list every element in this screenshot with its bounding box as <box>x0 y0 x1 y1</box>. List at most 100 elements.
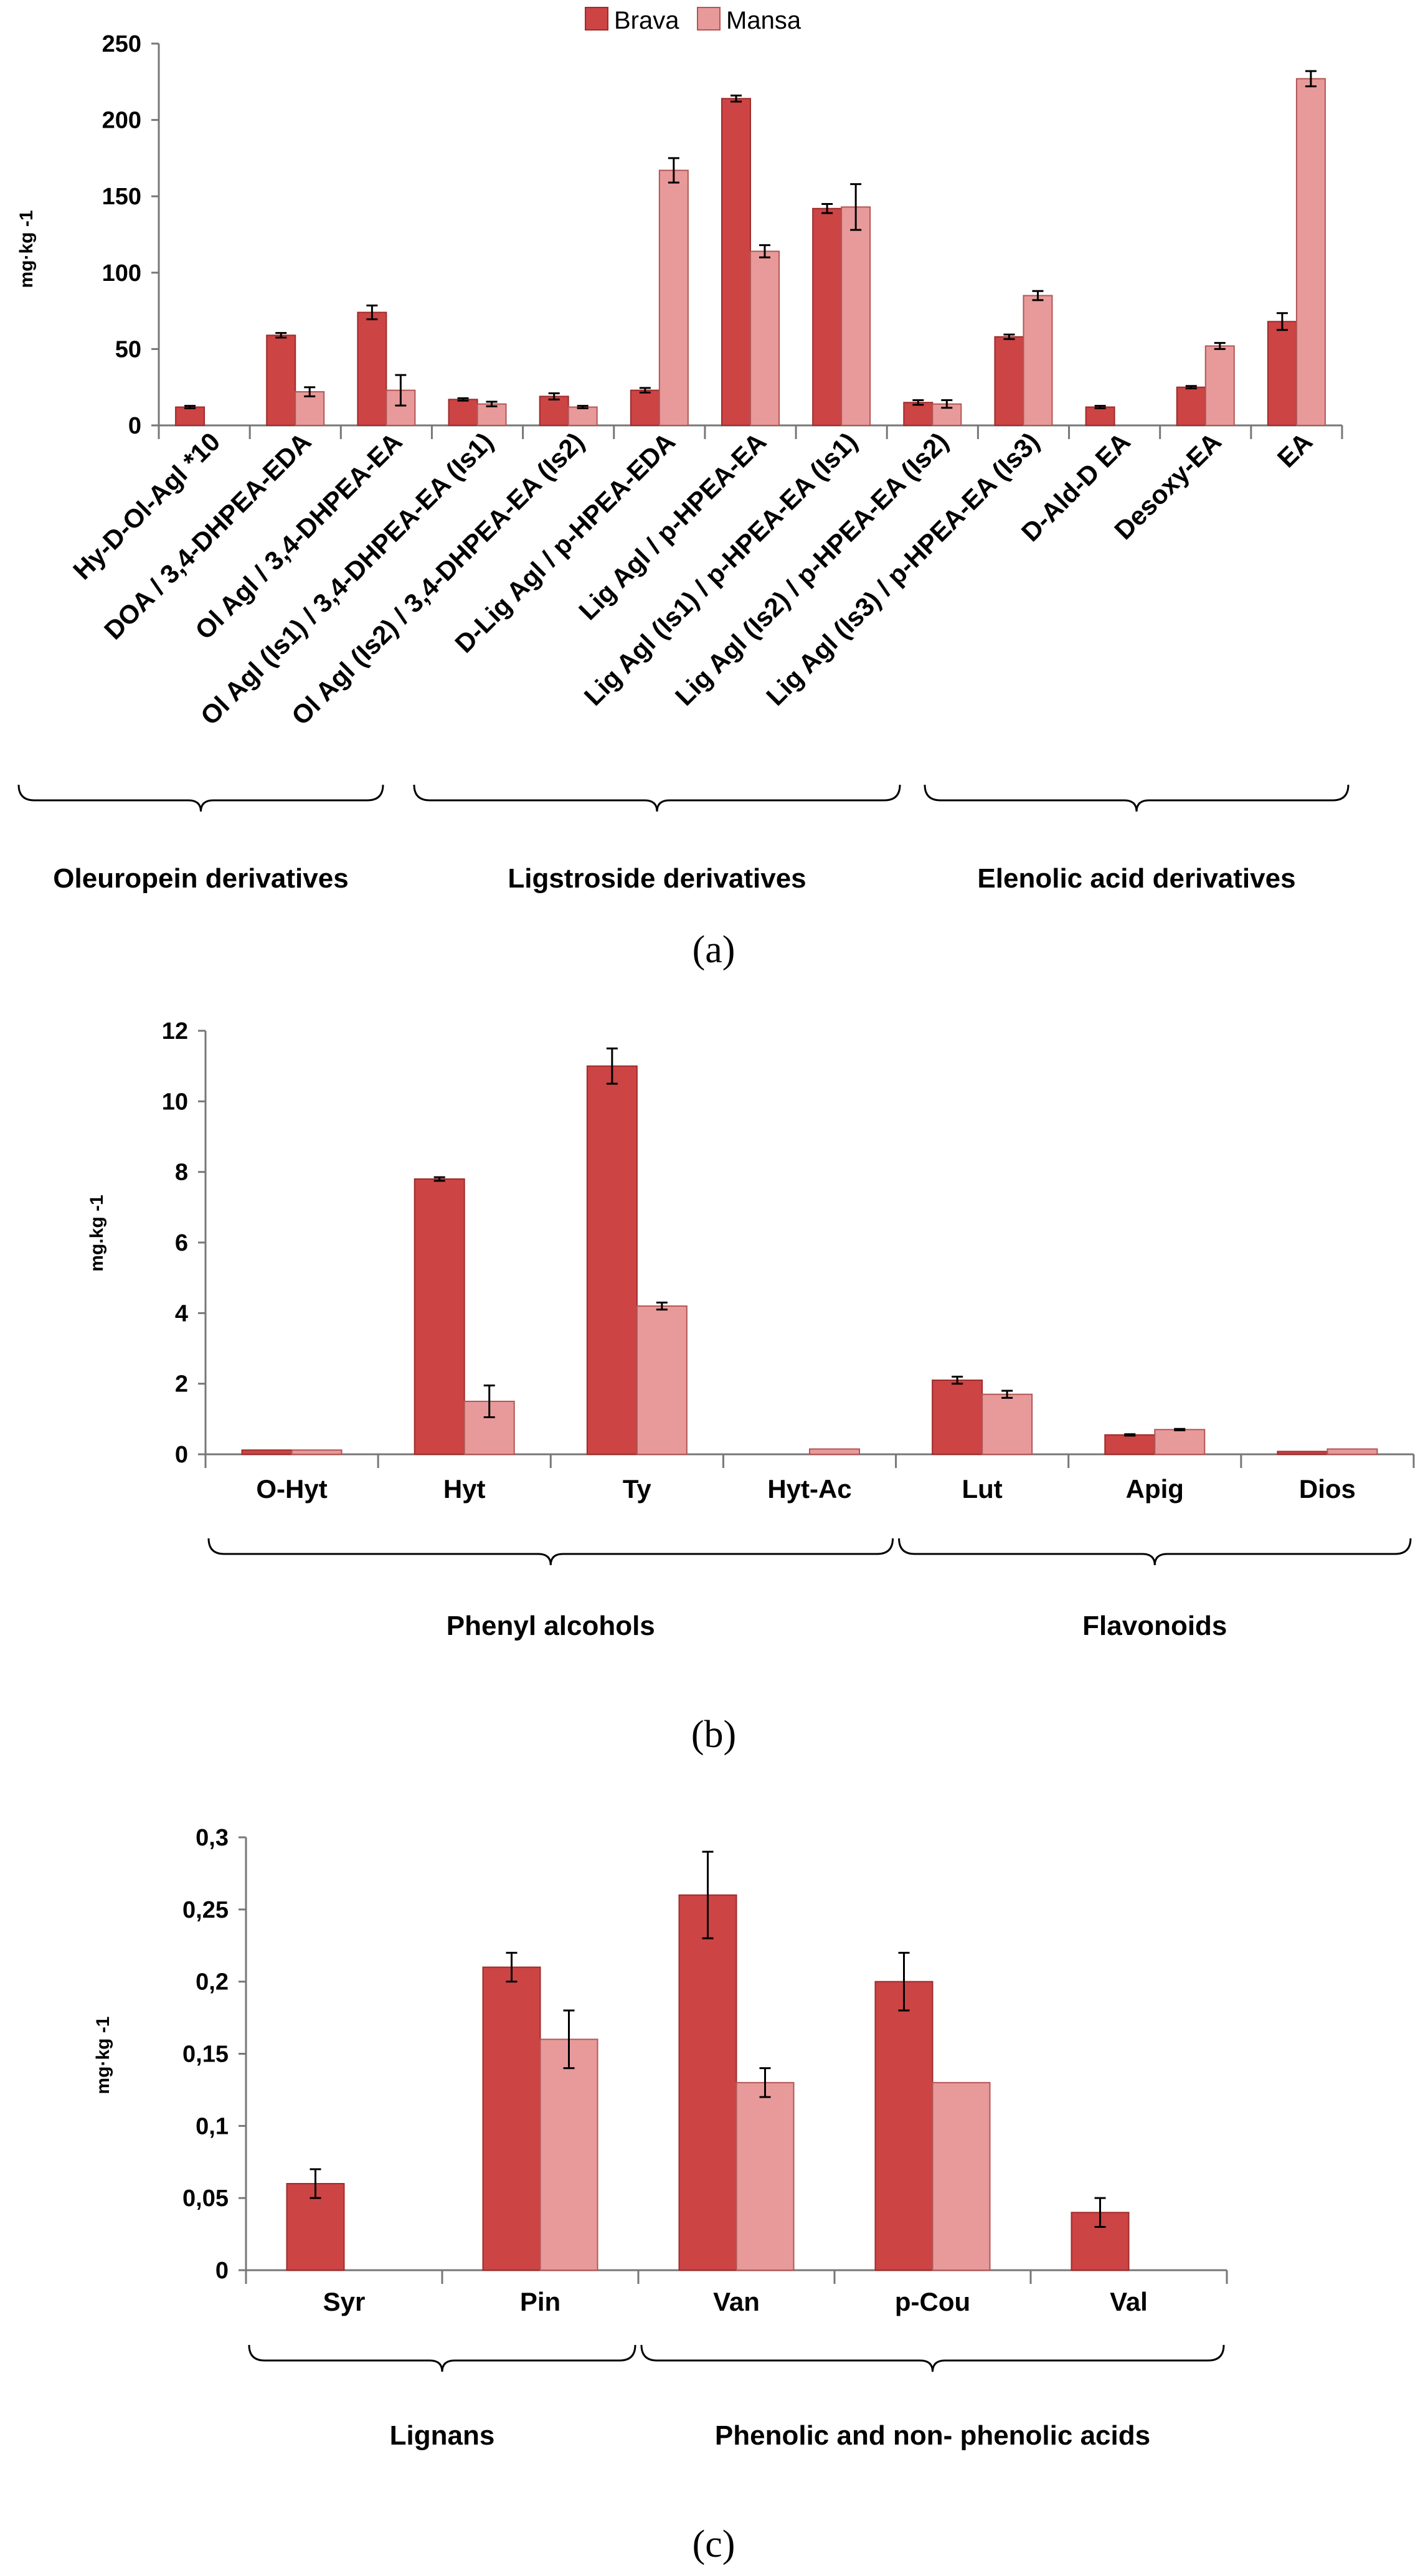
x-tick-label-ea: EA <box>1272 427 1318 473</box>
bar-mansa-pin <box>539 2039 598 2271</box>
y-tick-label: 200 <box>102 108 141 134</box>
y-tick-label: 0,2 <box>196 1969 229 1996</box>
legend-label-mansa: Mansa <box>726 7 801 34</box>
bar-mansa-van <box>735 2081 795 2271</box>
bar-brava-pin <box>482 1966 541 2271</box>
y-tick-label: 100 <box>102 260 141 286</box>
group-brace-phenyl-alcohols <box>207 1538 894 1566</box>
group-label-phenolic-and-non-phenolic-acids: Phenolic and non- phenolic acids <box>715 2420 1150 2451</box>
bar-mansa-lig-agl-is1-p-hpea-ea-is1 <box>841 206 871 426</box>
bar-brava-p-cou <box>874 1981 934 2271</box>
bar-mansa-dios <box>1326 1448 1378 1455</box>
y-tick-label: 8 <box>175 1160 188 1186</box>
bar-brava-hyt <box>414 1178 465 1455</box>
bar-brava-doa-3-4-dhpea-eda <box>266 334 296 426</box>
x-tick-label-ty: Ty <box>623 1474 652 1503</box>
y-tick-label: 0,1 <box>196 2113 229 2139</box>
panel-label: (b) <box>691 1713 736 1756</box>
legend: Brava Mansa <box>585 7 801 34</box>
bar-mansa-desoxy-ea <box>1204 345 1235 426</box>
bar-brava-van <box>678 1894 737 2271</box>
y-tick-label: 0,25 <box>182 1897 229 1923</box>
bar-brava-d-ald-d-ea <box>1085 406 1115 426</box>
y-axis-label: mg·kg -1 <box>16 210 37 288</box>
legend-swatch-mansa <box>697 7 721 31</box>
group-brace-phenolic-and-non-phenolic-acids <box>640 2344 1225 2372</box>
bar-brava-ea <box>1267 321 1297 426</box>
bar-mansa-lig-agl-p-hpea-ea <box>750 250 780 426</box>
x-tick-label-val: Val <box>1110 2287 1148 2316</box>
group-label-ligstroside-derivatives: Ligstroside derivatives <box>508 863 806 894</box>
bar-brava-o-hyt <box>241 1449 293 1455</box>
y-tick-label: 10 <box>162 1089 188 1115</box>
bar-mansa-ol-agl-is2-3-4-dhpea-ea-is2 <box>567 406 598 426</box>
y-tick-label: 0 <box>215 2258 229 2284</box>
x-tick-label-dios: Dios <box>1299 1474 1356 1503</box>
y-tick-label: 2 <box>175 1371 188 1398</box>
x-tick-label-syr: Syr <box>323 2287 366 2316</box>
x-tick-label-van: Van <box>713 2287 760 2316</box>
panel-label: (a) <box>693 929 735 971</box>
x-tick-label-hyt: Hyt <box>443 1474 486 1503</box>
bar-mansa-ty <box>636 1305 688 1455</box>
bar-mansa-lut <box>981 1393 1033 1456</box>
y-tick-label: 0 <box>175 1442 188 1468</box>
y-tick-label: 4 <box>175 1300 188 1327</box>
bar-mansa-ol-agl-is1-3-4-dhpea-ea-is1 <box>476 403 507 426</box>
group-brace-flavonoids <box>898 1538 1412 1566</box>
legend-label-brava: Brava <box>614 7 679 34</box>
bar-mansa-p-cou <box>932 2081 991 2271</box>
y-tick-label: 0,3 <box>196 1825 229 1851</box>
group-label-oleuropein-derivatives: Oleuropein derivatives <box>53 863 348 894</box>
bar-brava-ol-agl-3-4-dhpea-ea <box>357 311 387 426</box>
y-tick-label: 50 <box>115 336 141 362</box>
bar-brava-desoxy-ea <box>1176 386 1206 427</box>
bar-brava-dios <box>1277 1451 1328 1455</box>
y-tick-label: 250 <box>102 31 141 57</box>
y-axis-label: mg.kg -1 <box>87 1195 107 1271</box>
bar-brava-d-lig-agl-p-hpea-eda <box>630 389 660 427</box>
panel-label: (c) <box>693 2523 735 2565</box>
x-tick-label-apig: Apig <box>1126 1474 1184 1503</box>
group-brace-oleuropein-derivatives <box>17 784 384 812</box>
x-tick-label-lut: Lut <box>962 1474 1002 1503</box>
group-label-lignans: Lignans <box>390 2420 495 2451</box>
chart-panel-c: 0 0,05 0,1 0,15 0,2 0,25 0,3 mg·kg -1 Syr Pin Van p… <box>93 1825 1228 2565</box>
y-tick-label: 150 <box>102 184 141 210</box>
x-tick-label-pin: Pin <box>520 2287 560 2316</box>
bar-brava-lig-agl-is2-p-hpea-ea-is2 <box>903 402 934 426</box>
bar-mansa-d-lig-agl-p-hpea-eda <box>658 169 689 426</box>
bar-brava-ol-agl-is1-3-4-dhpea-ea-is1 <box>448 399 478 426</box>
x-tick-label-hyt-ac: Hyt-Ac <box>767 1474 851 1503</box>
bar-mansa-lig-agl-is3-p-hpea-ea-is3 <box>1023 295 1053 426</box>
bar-brava-lut <box>932 1380 983 1455</box>
x-tick-label-o-hyt: O-Hyt <box>256 1474 327 1503</box>
bar-brava-ol-agl-is2-3-4-dhpea-ea-is2 <box>539 395 569 426</box>
group-brace-lignans <box>248 2344 636 2372</box>
legend-swatch-brava <box>585 7 608 31</box>
group-brace-ligstroside-derivatives <box>413 784 901 812</box>
bar-brava-hy-d-ol-agl-10 <box>175 406 206 426</box>
group-label-flavonoids: Flavonoids <box>1082 1611 1227 1641</box>
bar-brava-lig-agl-is3-p-hpea-ea-is3 <box>994 336 1024 426</box>
bar-mansa-hyt-ac <box>809 1448 860 1455</box>
y-axis-label: mg·kg -1 <box>93 2016 113 2094</box>
group-brace-elenolic-acid-derivatives <box>924 784 1350 812</box>
bar-brava-ty <box>586 1065 638 1455</box>
x-tick-label-p-cou: p-Cou <box>895 2287 970 2316</box>
bar-brava-lig-agl-p-hpea-ea <box>721 98 751 427</box>
bar-mansa-apig <box>1154 1429 1206 1455</box>
bar-mansa-ea <box>1295 78 1326 426</box>
group-label-elenolic-acid-derivatives: Elenolic acid derivatives <box>977 863 1295 894</box>
bar-brava-lig-agl-is1-p-hpea-ea-is1 <box>812 207 843 426</box>
y-tick-label: 6 <box>175 1230 188 1256</box>
bar-brava-apig <box>1104 1434 1156 1455</box>
y-tick-label: 0,15 <box>182 2042 229 2068</box>
y-tick-label: 12 <box>162 1018 188 1044</box>
y-tick-label: 0,05 <box>182 2185 229 2212</box>
chart-panel-b: 0 2 4 6 8 10 12 mg.kg -1 O-Hyt Hyt Ty Hyt-Ac Lut Apig… <box>87 1018 1415 1756</box>
bar-mansa-o-hyt <box>291 1449 343 1455</box>
y-tick-label: 0 <box>128 413 141 439</box>
